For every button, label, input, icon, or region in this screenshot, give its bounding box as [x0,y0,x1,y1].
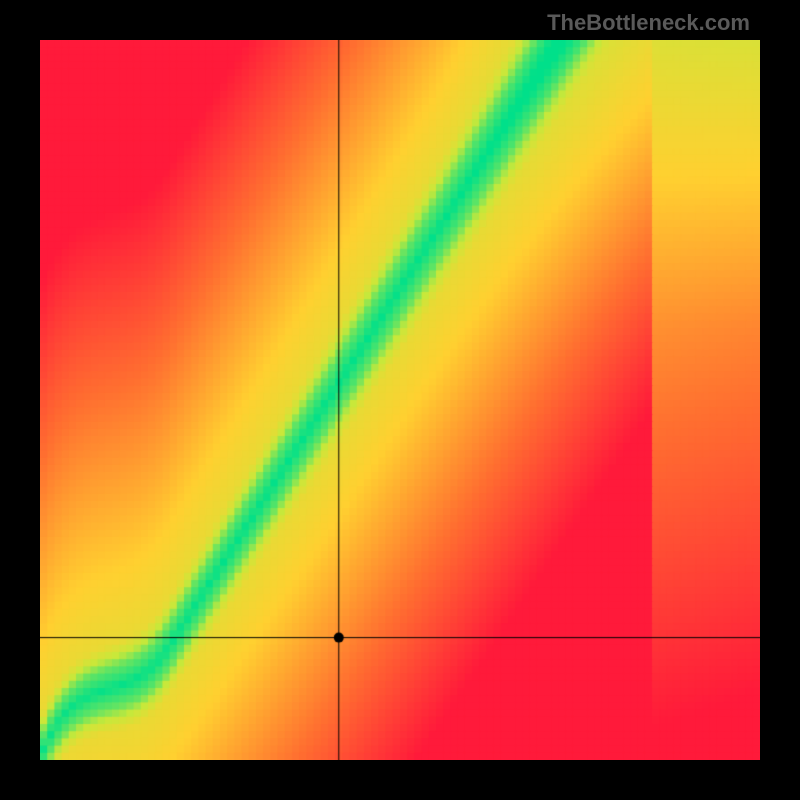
attribution-text: TheBottleneck.com [547,10,750,36]
heatmap-canvas [40,40,760,760]
bottleneck-heatmap [40,40,760,760]
